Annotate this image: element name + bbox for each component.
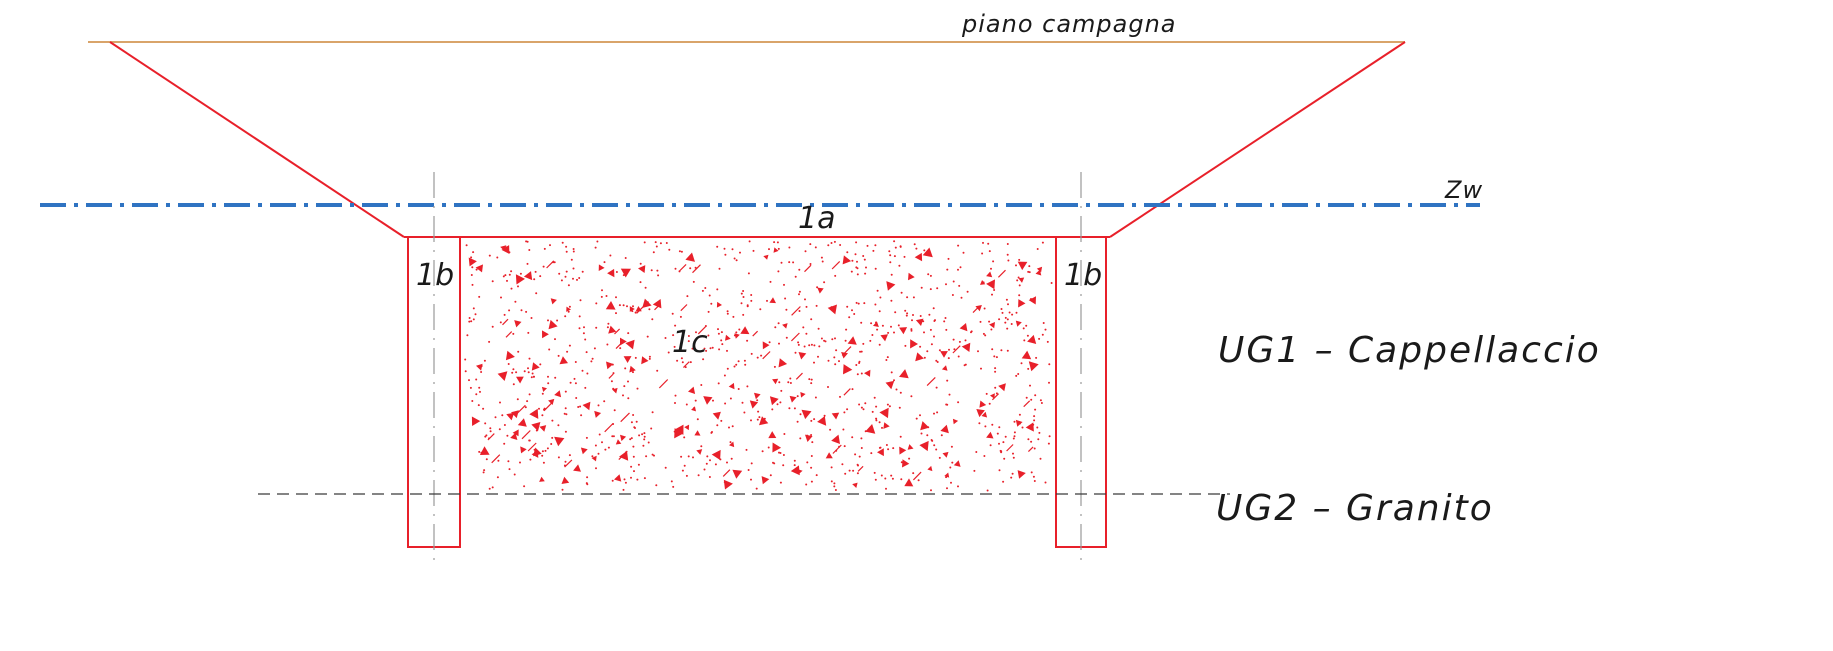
excavation-slope-left <box>109 41 405 238</box>
unit-ug1-label: UG1 – Cappellaccio <box>1218 330 1601 371</box>
excavation-slope-right <box>1109 41 1406 238</box>
zone-1c-fill <box>460 237 1056 495</box>
zone-1c-hatch <box>464 240 1053 492</box>
zone-1a-label: 1a <box>798 201 835 236</box>
zone-1b-right-label: 1b <box>1064 258 1102 293</box>
ground-surface-label: piano campagna <box>961 10 1177 38</box>
unit-ug2-label: UG2 – Granito <box>1216 488 1494 529</box>
zone-1b-left-label: 1b <box>416 258 454 293</box>
zone-1c-label: 1c <box>672 325 708 360</box>
water-table-label: Zw <box>1444 176 1483 204</box>
